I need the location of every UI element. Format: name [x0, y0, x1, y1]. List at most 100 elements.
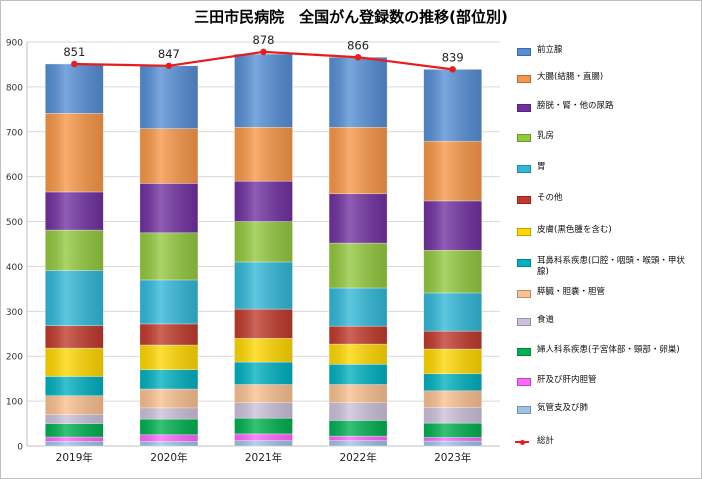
bar-segment-shade: [234, 418, 293, 434]
bar-segment-shade: [139, 345, 198, 370]
legend-label: その他: [537, 193, 563, 203]
bar-segment-shade: [139, 434, 198, 442]
bar-segment-shade: [45, 348, 104, 377]
bar-segment-shade: [329, 420, 388, 437]
total-line: [71, 48, 456, 73]
legend-swatch: [517, 259, 531, 267]
total-data-label: 878: [253, 33, 275, 47]
bar-segment-shade: [139, 65, 198, 129]
bar-segment-shade: [423, 250, 482, 293]
legend-label: 食道: [537, 315, 555, 325]
bar-segment-shade: [45, 395, 104, 415]
bar-segment-shade: [139, 369, 198, 389]
legend-swatch: [517, 196, 531, 204]
legend-label: 気管支及び肺: [537, 403, 589, 413]
bar-segment-shade: [329, 364, 388, 385]
bar-segment-shade: [329, 402, 388, 421]
bar-segment-shade: [139, 388, 198, 408]
bar-segment-shade: [423, 423, 482, 438]
bar-segment-shade: [423, 441, 482, 446]
total-data-label: 839: [442, 50, 464, 64]
bar-segment-shade: [329, 436, 388, 441]
bar-segment-shade: [139, 407, 198, 420]
total-data-label: 847: [158, 47, 180, 61]
bar-segment-shade: [45, 414, 104, 424]
x-tick-label: 2020年: [150, 451, 187, 464]
bars: [44, 53, 483, 447]
bar-segment-shade: [423, 437, 482, 442]
bar-segment-shade: [234, 181, 293, 222]
bar-segment-shade: [329, 193, 388, 244]
y-tick-label: 0: [17, 443, 23, 453]
total-data-label: 866: [347, 38, 369, 52]
bar-segment-shade: [423, 200, 482, 251]
bar-segment-shade: [45, 191, 104, 231]
bar-segment-shade: [45, 376, 104, 396]
chart-title: 三田市民病院 全国がん登録数の推移(部位別): [194, 8, 508, 26]
legend-label: 大腸(結腸・直腸): [537, 72, 604, 82]
total-point: [260, 48, 267, 56]
total-point: [449, 66, 456, 73]
bar-segment-shade: [329, 326, 388, 345]
legend-swatch: [517, 75, 531, 83]
bar-segment-shade: [45, 437, 104, 442]
y-tick-label: 400: [6, 263, 23, 273]
bar-segment-shade: [423, 349, 482, 374]
bar-segment-shade: [234, 402, 293, 419]
bar-segment-shade: [329, 344, 388, 365]
legend-swatch: [517, 378, 531, 386]
bar-segment-shade: [45, 113, 104, 192]
y-tick-label: 300: [6, 308, 23, 318]
legend-label: 肝及び肝内胆管: [537, 375, 597, 385]
x-tick-label: 2019年: [56, 451, 93, 464]
bar-segment-shade: [329, 287, 388, 327]
y-tick-label: 200: [6, 353, 23, 363]
legend-label: 耳鼻科系疾患(口腔・咽頭・喉頭・甲状腺): [537, 256, 685, 277]
y-tick-label: 900: [6, 39, 23, 49]
bar-segment-shade: [329, 384, 388, 403]
legend-swatch: [517, 228, 531, 236]
y-tick-label: 700: [6, 128, 23, 138]
y-tick-label: 500: [6, 218, 23, 228]
bar-segment-shade: [234, 433, 293, 441]
legend-label: 皮膚(黒色腫を含む): [537, 225, 612, 235]
bar-segment-shade: [139, 419, 198, 435]
bar-segment-shade: [423, 373, 482, 391]
legend-label: 婦人科系疾患(子宮体部・頸部・卵巣): [537, 345, 680, 355]
bar-segment-shade: [234, 440, 293, 446]
total-point: [354, 54, 362, 61]
x-tick-label: 2022年: [339, 451, 376, 464]
bar-segment-shade: [423, 407, 482, 424]
legend-swatch: [517, 406, 531, 414]
bar-segment-shade: [45, 325, 104, 349]
bar-segment-shade: [45, 270, 104, 326]
bar-segment-shade: [45, 63, 104, 114]
bar-segment-shade: [45, 230, 104, 271]
legend-swatch: [517, 104, 531, 112]
bar-segment-shade: [234, 338, 293, 363]
legend-label: 膀胱・腎・他の尿路: [537, 101, 614, 111]
bar-segment-shade: [329, 243, 388, 288]
bar-segment-shade: [234, 54, 293, 128]
legend-swatch: [517, 134, 531, 142]
bar-segment-shade: [139, 183, 198, 233]
bar-segment-shade: [423, 390, 482, 408]
y-tick-label: 800: [6, 83, 23, 93]
legend-swatch: [517, 318, 531, 326]
bar-segment-shade: [329, 440, 388, 446]
legend-swatch: [517, 290, 531, 298]
bar-segment-shade: [139, 441, 198, 446]
y-tick-label: 600: [6, 173, 23, 183]
bar-segment-shade: [139, 128, 198, 184]
bar-segment-shade: [139, 323, 198, 345]
x-tick-label: 2021年: [245, 451, 282, 464]
legend-swatch: [517, 348, 531, 356]
legend-label: 総計: [537, 436, 555, 446]
bar-segment-shade: [423, 331, 482, 350]
labels: 851 847 878 866 839: [63, 33, 463, 65]
bar-segment-shade: [234, 362, 293, 385]
bar-segment-shade: [139, 232, 198, 280]
bar-segment-shade: [423, 141, 482, 201]
legend-label: 膵臓・胆嚢・胆管: [537, 287, 606, 297]
legend-swatch: [517, 165, 531, 173]
